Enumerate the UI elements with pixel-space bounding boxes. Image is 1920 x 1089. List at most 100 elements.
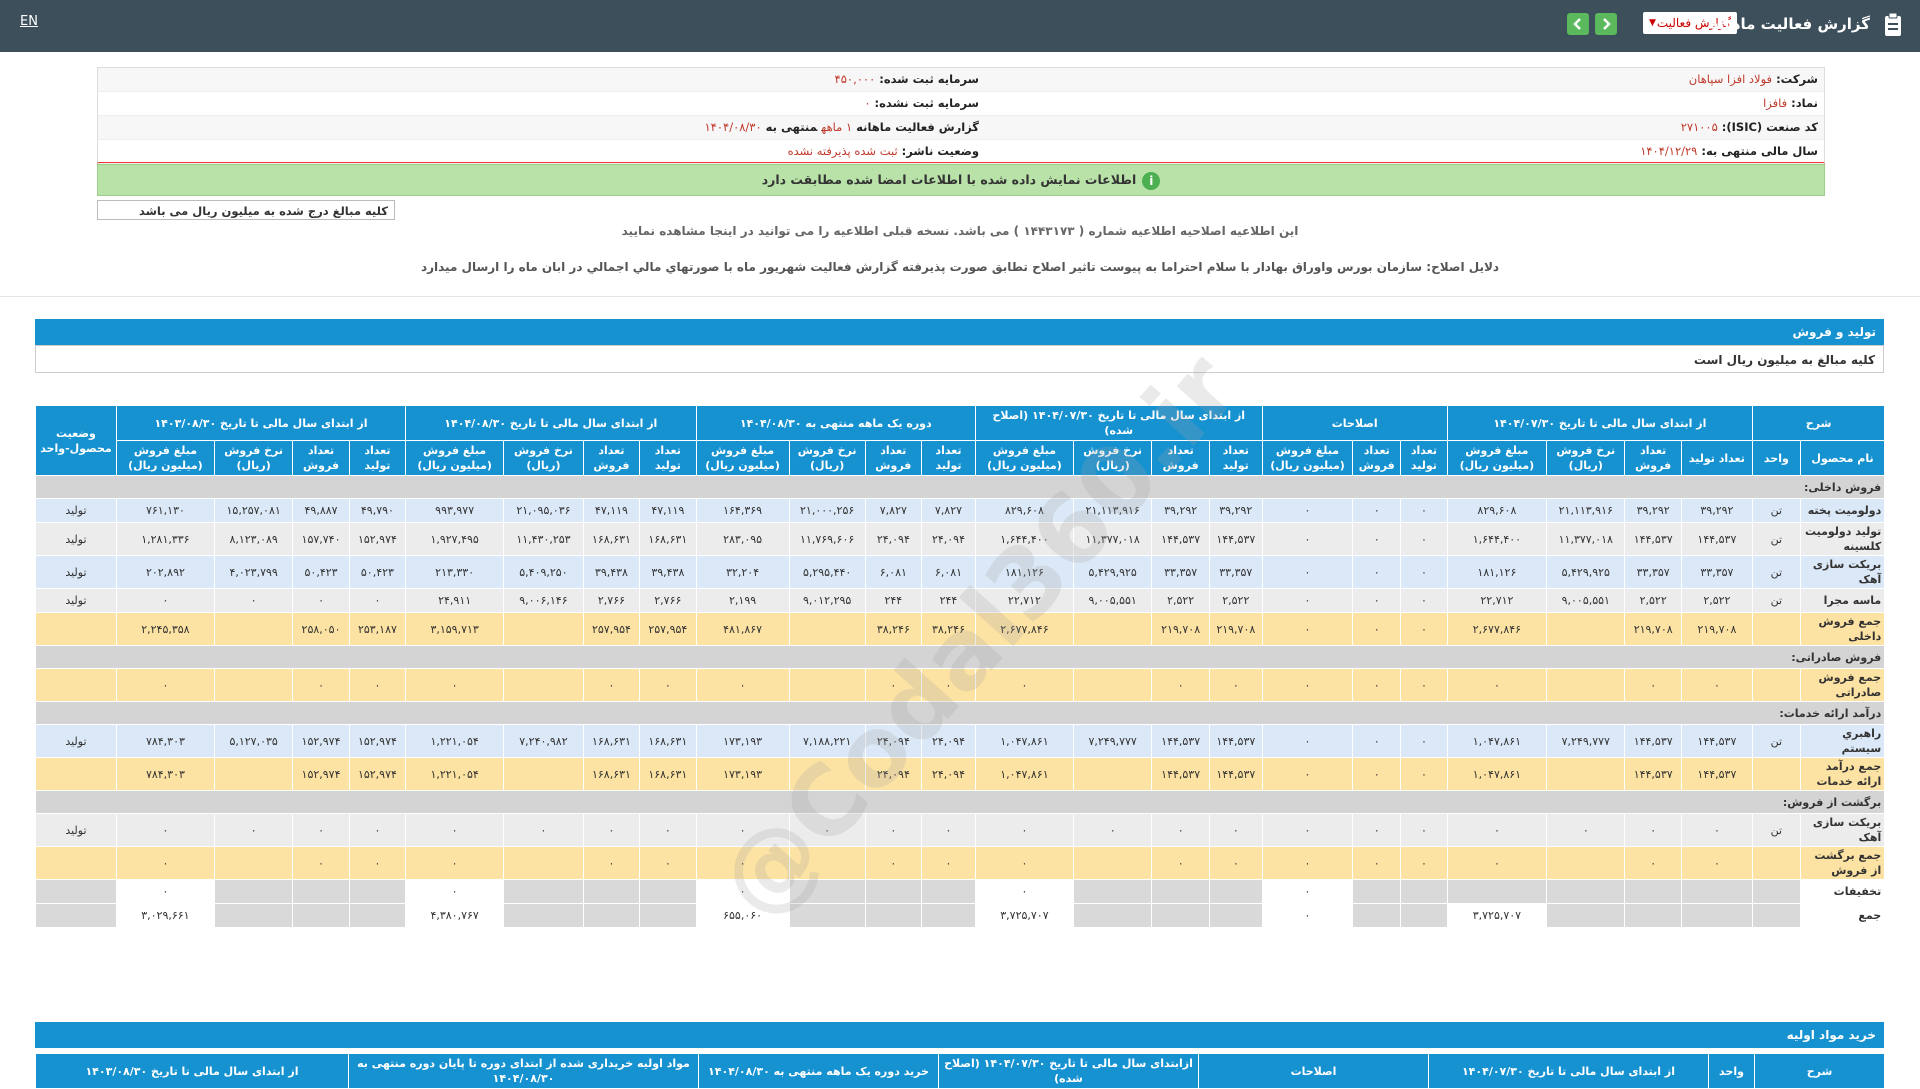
column-header: تعداد تولید xyxy=(1208,440,1263,476)
cell: ۲,۶۷۷,۸۴۶ xyxy=(974,612,1074,646)
cell: ۱۴۴,۵۳۷ xyxy=(1624,724,1682,758)
language-switch[interactable]: EN xyxy=(20,14,38,29)
cell: ۰ xyxy=(1400,668,1448,702)
cell: ۰ xyxy=(292,588,350,613)
cell: ۰ xyxy=(1624,668,1682,702)
cell: ۲۱,۱۱۳,۹۱۶ xyxy=(1072,498,1153,523)
cell: ۲,۵۲۲ xyxy=(1208,588,1263,613)
info-value: فولاد افزا سپاهان xyxy=(1688,72,1773,86)
cell: ۰ xyxy=(1208,846,1263,880)
cell: ۰ xyxy=(1352,588,1402,613)
header-row: شرح از ابتدای سال مالی تا تاریخ ۱۴۰۴/۰۷/۳… xyxy=(35,405,1886,476)
prev-button[interactable] xyxy=(1567,13,1589,35)
row-label: دولومیت پخته xyxy=(1799,498,1886,523)
cell: ۲۰۲,۸۹۲ xyxy=(115,555,215,589)
cell: ۵۰,۴۲۳ xyxy=(348,555,407,589)
column-header: نرخ فروش (ریال) xyxy=(1072,440,1153,476)
cell xyxy=(503,846,584,880)
cell: ۰ xyxy=(1261,498,1354,523)
cell: ۱,۰۴۷,۸۶۱ xyxy=(974,724,1074,758)
separator xyxy=(0,296,1920,297)
cell: ۷,۲۴۹,۷۷۷ xyxy=(1072,724,1153,758)
column-header: تعداد فروش xyxy=(1624,440,1682,476)
data-row: جمع برگشت از فروش ۰ ۰ ۰ ۰ ۰ ۰ ۰ ۰ ۰ ۰ ۰ ۰ ۰ ۰ ۰ ۰ ۰ ۰ xyxy=(35,846,1886,880)
cell: ۷۶۱,۱۳۰ xyxy=(115,498,215,523)
cell: ۰ xyxy=(1680,813,1753,847)
column-header: تعداد فروش xyxy=(292,440,350,476)
cell xyxy=(921,903,976,928)
cell: ۵,۱۲۷,۰۳۵ xyxy=(213,724,294,758)
cell: ۱,۶۴۴,۴۰۰ xyxy=(974,522,1074,556)
cell xyxy=(788,903,866,928)
cell xyxy=(1751,757,1801,791)
data-row: دولومیت پخته تن ۳۹,۲۹۲ ۳۹,۲۹۲ ۲۱,۱۱۳,۹۱۶ ۸۲۹,… xyxy=(35,498,1886,523)
cell: ۲,۷۶۶ xyxy=(582,588,641,613)
row-label: تخفیفات xyxy=(1799,879,1886,904)
section-label: درآمد ارائه خدمات: xyxy=(34,701,1886,725)
cell: ۰ xyxy=(639,813,697,847)
next-button[interactable] xyxy=(1595,13,1617,35)
cell: ۱۶۸,۶۳۱ xyxy=(639,522,697,556)
cell: ۰ xyxy=(1151,668,1210,702)
row-label: جمع فروش داخلی xyxy=(1799,612,1886,646)
cell: ۰ xyxy=(1400,555,1448,589)
cell: ۰ xyxy=(1072,813,1153,847)
cell xyxy=(1751,612,1801,646)
cell: ۱۵۲,۹۷۴ xyxy=(348,757,407,791)
cell xyxy=(1751,668,1801,702)
cell: ۱۴۴,۵۳۷ xyxy=(1680,724,1753,758)
cell xyxy=(788,612,866,646)
cell: ۰ xyxy=(1400,588,1448,613)
correction-notice[interactable]: این اطلاعیه اصلاحیه اطلاعیه شماره ( ۱۴۴۳… xyxy=(621,224,1299,238)
cell: ۰ xyxy=(1352,522,1402,556)
cell: ۰ xyxy=(292,813,350,847)
cell xyxy=(1624,879,1682,904)
cell: ۱۴۴,۵۳۷ xyxy=(1624,757,1682,791)
cell: ۳۲,۲۰۴ xyxy=(695,555,790,589)
row-label: تولید دولومیت کلسینه xyxy=(1799,522,1886,556)
info-row: کد صنعت (ISIC):۲۷۱۰۰۵ گزارش فعالیت ماهانه… xyxy=(98,116,1824,140)
cell: ۱۱,۳۷۷,۰۱۸ xyxy=(1546,522,1626,556)
cell: ۴۹,۸۸۷ xyxy=(292,498,350,523)
cell: ۰ xyxy=(348,813,407,847)
column-header: از ابتدای سال مالی تا تاریخ ۱۴۰۳/۰۸/۳۰ xyxy=(35,1053,349,1089)
cell: ۸۲۹,۶۰۸ xyxy=(1446,498,1548,523)
cell: ۳۳,۳۵۷ xyxy=(1151,555,1210,589)
column-header: اصلاحات xyxy=(1198,1053,1429,1089)
cell: ۱۱,۷۶۹,۶۰۶ xyxy=(788,522,866,556)
cell: ۲۵۳,۱۸۷ xyxy=(348,612,407,646)
info-value: ۱۴۰۴/۰۸/۳۰ xyxy=(704,120,762,134)
cell: ۰ xyxy=(582,668,641,702)
cell: ۹,۰۰۶,۱۴۶ xyxy=(503,588,584,613)
cell: ۲,۶۷۷,۸۴۶ xyxy=(1446,612,1548,646)
cell: ۰ xyxy=(1151,813,1210,847)
cell: ۰ xyxy=(405,846,505,880)
cell: تن xyxy=(1751,555,1801,589)
table-head: شرح از ابتدای سال مالی تا تاریخ ۱۴۰۴/۰۷/۳… xyxy=(35,405,1886,476)
info-label: گزارش فعالیت ماهانه xyxy=(856,120,979,134)
info-cell: وضعیت ناشر:ثبت شده پذیرفته نشده xyxy=(784,140,979,163)
cell: ۰ xyxy=(864,668,923,702)
info-cell: شرکت:فولاد افزا سپاهان xyxy=(1685,68,1818,91)
cell: ۰ xyxy=(1352,813,1402,847)
cell: ۴۷,۱۱۹ xyxy=(582,498,641,523)
cell: ۱۴۴,۵۳۷ xyxy=(1151,757,1210,791)
cell: تن xyxy=(1751,724,1801,758)
section-title: خرید مواد اولیه xyxy=(35,1022,1884,1048)
info-cell: سال مالی منتهی به:۱۴۰۴/۱۲/۲۹ xyxy=(1636,140,1818,163)
dropdown-text: گزارش فعالیت xyxy=(1656,16,1731,30)
cell: ۶۵۵,۰۶۰ xyxy=(695,903,790,928)
group-header: وضعیت محصول-واحد xyxy=(35,405,117,476)
cell: ۰ xyxy=(974,879,1074,904)
cell xyxy=(292,879,350,904)
report-dropdown[interactable]: گزارش فعالیت ▼ xyxy=(1643,12,1737,34)
table-body: فروش داخلی: دولومیت پخته تن ۳۹,۲۹۲ ۳۹,۲۹۲ ۲۱,… xyxy=(34,475,1886,928)
cell: ۱۶۴,۳۶۹ xyxy=(695,498,790,523)
cell: ۱۴۴,۵۳۷ xyxy=(1680,757,1753,791)
cell xyxy=(348,879,407,904)
cell xyxy=(35,668,117,702)
cell: ۳,۱۵۹,۷۱۳ xyxy=(405,612,505,646)
data-row: جمع فروش صادراتی ۰ ۰ ۰ ۰ ۰ ۰ ۰ ۰ ۰ ۰ ۰ ۰ ۰ ۰ ۰ ۰ ۰ ۰ xyxy=(35,668,1886,702)
column-header: نرخ فروش (ریال) xyxy=(1546,440,1626,476)
section-label: فروش صادراتی: xyxy=(34,645,1886,669)
